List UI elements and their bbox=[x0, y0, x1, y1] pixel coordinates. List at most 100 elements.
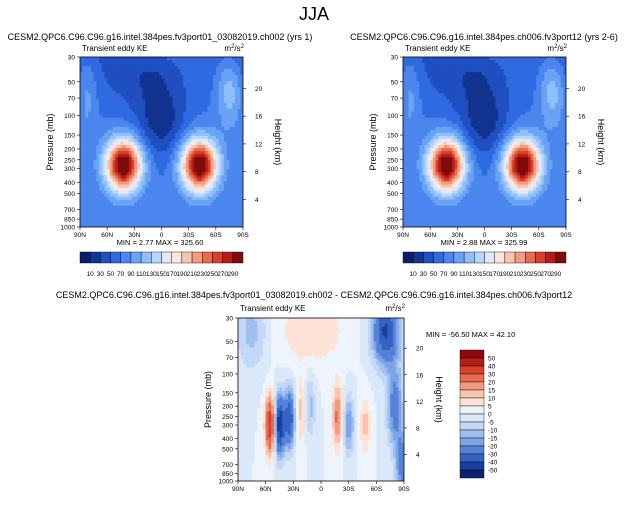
heatmap-cell bbox=[153, 160, 156, 163]
heatmap-cell bbox=[422, 81, 425, 84]
heatmap-cell bbox=[200, 63, 203, 66]
heatmap-cell bbox=[205, 185, 208, 188]
heatmap-cell bbox=[430, 100, 433, 103]
heatmap-cell bbox=[232, 81, 235, 84]
heatmap-cell bbox=[208, 145, 211, 148]
heatmap-cell bbox=[419, 96, 422, 99]
heatmap-cell bbox=[208, 206, 211, 209]
heatmap-cell bbox=[162, 139, 165, 142]
heatmap-cell bbox=[140, 145, 143, 148]
heatmap-cell bbox=[178, 57, 181, 60]
heatmap-cell bbox=[202, 103, 205, 106]
heatmap-cell bbox=[134, 103, 137, 106]
heatmap-cell bbox=[547, 63, 550, 66]
heatmap-cell bbox=[113, 118, 116, 121]
heatmap-cell bbox=[479, 57, 482, 60]
heatmap-cell bbox=[96, 166, 99, 169]
heatmap-cell bbox=[208, 157, 211, 160]
heatmap-cell bbox=[427, 84, 430, 87]
heatmap-cell bbox=[121, 75, 124, 78]
heatmap-cell bbox=[151, 57, 154, 60]
heatmap-cell bbox=[145, 90, 148, 93]
heatmap-cell bbox=[235, 169, 238, 172]
heatmap-cell bbox=[183, 106, 186, 109]
heatmap-cell bbox=[482, 87, 485, 90]
heatmap-cell bbox=[110, 93, 113, 96]
heatmap-cell bbox=[102, 218, 105, 221]
heatmap-cell bbox=[213, 154, 216, 157]
heatmap-cell bbox=[191, 163, 194, 166]
heatmap-cell bbox=[172, 81, 175, 84]
heatmap-cell bbox=[110, 166, 113, 169]
heatmap-cell bbox=[476, 115, 479, 118]
heatmap-cell bbox=[227, 178, 230, 181]
heatmap-cell bbox=[137, 112, 140, 115]
heatmap-cell bbox=[178, 142, 181, 145]
heatmap-cell bbox=[175, 175, 178, 178]
heatmap-cell bbox=[422, 115, 425, 118]
heatmap-cell bbox=[552, 69, 555, 72]
heatmap-cell bbox=[238, 212, 241, 215]
heatmap-cell bbox=[88, 124, 91, 127]
heatmap-cell bbox=[194, 124, 197, 127]
heatmap-cell bbox=[175, 75, 178, 78]
heatmap-cell bbox=[96, 66, 99, 69]
heatmap-cell bbox=[156, 215, 159, 218]
heatmap-cell bbox=[490, 81, 493, 84]
heatmap-cell bbox=[552, 75, 555, 78]
heatmap-cell bbox=[430, 69, 433, 72]
heatmap-cell bbox=[208, 130, 211, 133]
heatmap-cell bbox=[485, 78, 488, 81]
heatmap-cell bbox=[126, 151, 129, 154]
heatmap-cell bbox=[205, 124, 208, 127]
heatmap-cell bbox=[465, 100, 468, 103]
heatmap-cell bbox=[523, 124, 526, 127]
heatmap-cell bbox=[474, 133, 477, 136]
heatmap-cell bbox=[191, 57, 194, 60]
heatmap-cell bbox=[476, 81, 479, 84]
heatmap-cell bbox=[94, 103, 97, 106]
heatmap-cell bbox=[167, 154, 170, 157]
heatmap-cell bbox=[224, 175, 227, 178]
heatmap-cell bbox=[210, 139, 213, 142]
heatmap-cell bbox=[197, 139, 200, 142]
heatmap-cell bbox=[227, 197, 230, 200]
heatmap-cell bbox=[134, 157, 137, 160]
heatmap-cell bbox=[164, 154, 167, 157]
heatmap-cell bbox=[121, 209, 124, 212]
heatmap-cell bbox=[153, 109, 156, 112]
heatmap-cell bbox=[465, 57, 468, 60]
heatmap-cell bbox=[129, 127, 132, 130]
heatmap-cell bbox=[406, 109, 409, 112]
heatmap-cell bbox=[200, 209, 203, 212]
heatmap-cell bbox=[238, 96, 241, 99]
heatmap-cell bbox=[552, 106, 555, 109]
heatmap-cell bbox=[189, 103, 192, 106]
heatmap-cell bbox=[561, 118, 564, 121]
heatmap-cell bbox=[208, 72, 211, 75]
heatmap-cell bbox=[132, 84, 135, 87]
heatmap-cell bbox=[210, 166, 213, 169]
heatmap-cell bbox=[227, 75, 230, 78]
heatmap-cell bbox=[115, 96, 118, 99]
heatmap-cell bbox=[208, 69, 211, 72]
heatmap-cell bbox=[159, 175, 162, 178]
heatmap-cell bbox=[430, 57, 433, 60]
heatmap-cell bbox=[164, 197, 167, 200]
heatmap-cell bbox=[83, 142, 86, 145]
heatmap-cell bbox=[460, 130, 463, 133]
heatmap-cell bbox=[514, 57, 517, 60]
heatmap-cell bbox=[419, 133, 422, 136]
heatmap-cell bbox=[441, 78, 444, 81]
heatmap-cell bbox=[159, 218, 162, 221]
heatmap-cell bbox=[411, 127, 414, 130]
heatmap-cell bbox=[509, 127, 512, 130]
heatmap-cell bbox=[474, 78, 477, 81]
heatmap-cell bbox=[88, 197, 91, 200]
heatmap-cell bbox=[430, 115, 433, 118]
heatmap-cell bbox=[408, 81, 411, 84]
heatmap-cell bbox=[544, 72, 547, 75]
heatmap-cell bbox=[178, 163, 181, 166]
heatmap-cell bbox=[216, 209, 219, 212]
colorbar-label: 70 bbox=[117, 271, 125, 278]
